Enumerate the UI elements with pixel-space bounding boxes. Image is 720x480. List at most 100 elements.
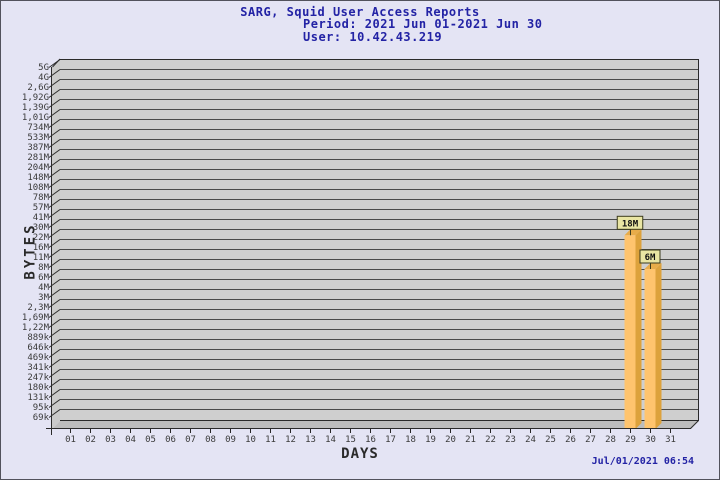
- y-tick: [48, 179, 61, 188]
- y-tick: [48, 159, 61, 168]
- y-tick-label: 16M: [33, 243, 50, 253]
- page-title: SARG, Squid User Access Reports: [240, 5, 480, 19]
- bar-top: [624, 229, 642, 236]
- x-tick-label: 05: [145, 435, 156, 445]
- y-tick: [48, 79, 61, 88]
- y-tick: [48, 119, 61, 128]
- report-user: User: 10.42.43.219: [303, 30, 443, 44]
- y-tick-label: 1,01G: [22, 113, 49, 123]
- bar-top: [644, 263, 662, 269]
- y-tick: [48, 229, 61, 238]
- y-tick: [48, 379, 61, 388]
- bar: [624, 235, 636, 429]
- y-tick: [48, 139, 61, 148]
- x-tick-label: 15: [345, 435, 356, 445]
- y-tick-label: 108M: [27, 183, 49, 193]
- y-tick: [48, 169, 61, 178]
- y-tick: [48, 109, 61, 118]
- y-tick: [48, 289, 61, 298]
- y-tick: [48, 299, 61, 308]
- y-tick-label: 78M: [33, 193, 50, 203]
- annotation-box: [616, 215, 644, 230]
- wall-top-edge: [52, 58, 61, 68]
- y-tick: [48, 339, 61, 348]
- x-tick-label: 22: [485, 435, 496, 445]
- x-tick-label: 26: [565, 435, 576, 445]
- y-tick: [48, 319, 61, 328]
- y-tick: [48, 149, 61, 158]
- y-tick-label: 1,92G: [22, 93, 49, 103]
- y-tick-label: 95k: [33, 403, 50, 413]
- y-tick-label: 3M: [38, 293, 49, 303]
- annotation-label: 18M: [622, 219, 639, 229]
- y-tick-label: 469k: [27, 353, 49, 363]
- y-tick-label: 4M: [38, 283, 49, 293]
- x-tick-label: 29: [625, 435, 636, 445]
- x-tick-label: 17: [385, 435, 396, 445]
- x-tick-label: 02: [85, 435, 96, 445]
- x-tick-label: 07: [185, 435, 196, 445]
- x-tick-label: 06: [165, 435, 176, 445]
- bar-side: [635, 229, 642, 429]
- y-tick: [48, 239, 61, 248]
- x-tick-label: 28: [605, 435, 616, 445]
- report-period: Period: 2021 Jun 01-2021 Jun 30: [303, 17, 543, 31]
- y-tick: [48, 279, 61, 288]
- y-tick: [48, 259, 61, 268]
- x-tick-label: 18: [405, 435, 416, 445]
- y-tick: [48, 329, 61, 338]
- y-tick-label: 204M: [27, 163, 49, 173]
- y-tick-label: 180k: [27, 383, 49, 393]
- y-tick-label: 2,6G: [27, 83, 49, 93]
- y-tick-label: 1,39G: [22, 103, 49, 113]
- x-tick-label: 12: [285, 435, 296, 445]
- y-tick: [48, 199, 61, 208]
- annotation-box: [639, 249, 661, 264]
- x-tick-label: 03: [105, 435, 116, 445]
- y-tick: [48, 249, 61, 258]
- y-tick: [48, 189, 61, 198]
- x-tick-label: 30: [645, 435, 656, 445]
- x-tick-label: 08: [205, 435, 216, 445]
- y-tick-label: 8M: [38, 263, 49, 273]
- y-tick-label: 281M: [27, 153, 49, 163]
- y-tick: [48, 89, 61, 98]
- timestamp: Jul/01/2021 06:54: [591, 456, 694, 467]
- y-tick-label: 889k: [27, 333, 49, 343]
- x-tick-label: 10: [245, 435, 256, 445]
- x-tick-label: 31: [665, 435, 676, 445]
- x-tick-label: 24: [525, 435, 536, 445]
- y-tick: [48, 349, 61, 358]
- y-tick-label: 734M: [27, 123, 49, 133]
- y-tick-label: 148M: [27, 173, 49, 183]
- annotation-label: 6M: [645, 253, 656, 263]
- x-axis-title: DAYS: [341, 446, 379, 462]
- x-tick-label: 16: [365, 435, 376, 445]
- x-tick-label: 20: [445, 435, 456, 445]
- y-tick-label: 41M: [33, 213, 50, 223]
- y-tick-label: 131k: [27, 393, 49, 403]
- y-tick: [48, 69, 61, 78]
- y-tick-label: 22M: [33, 233, 50, 243]
- y-tick: [48, 269, 61, 278]
- y-tick: [48, 309, 61, 318]
- y-axis-title: BYTES: [23, 222, 39, 280]
- y-tick: [48, 359, 61, 368]
- y-axis-title-wrap: BYTES: [1, 216, 61, 286]
- frame-corner-diagonal: [690, 420, 699, 429]
- report-meta: Period: 2021 Jun 01-2021 Jun 30 User: 10…: [303, 18, 542, 44]
- y-tick-label: 1,69M: [22, 313, 50, 323]
- y-tick-label: 247k: [27, 373, 49, 383]
- y-tick-label: 4G: [38, 73, 49, 83]
- x-tick-label: 14: [325, 435, 336, 445]
- y-tick-label: 6M: [38, 273, 49, 283]
- x-tick-label: 11: [265, 435, 276, 445]
- x-tick-label: 27: [585, 435, 596, 445]
- y-tick-label: 69k: [33, 413, 50, 423]
- y-tick: [48, 99, 61, 108]
- y-tick-label: 57M: [33, 203, 50, 213]
- bar: [644, 269, 656, 429]
- y-tick: [48, 409, 61, 418]
